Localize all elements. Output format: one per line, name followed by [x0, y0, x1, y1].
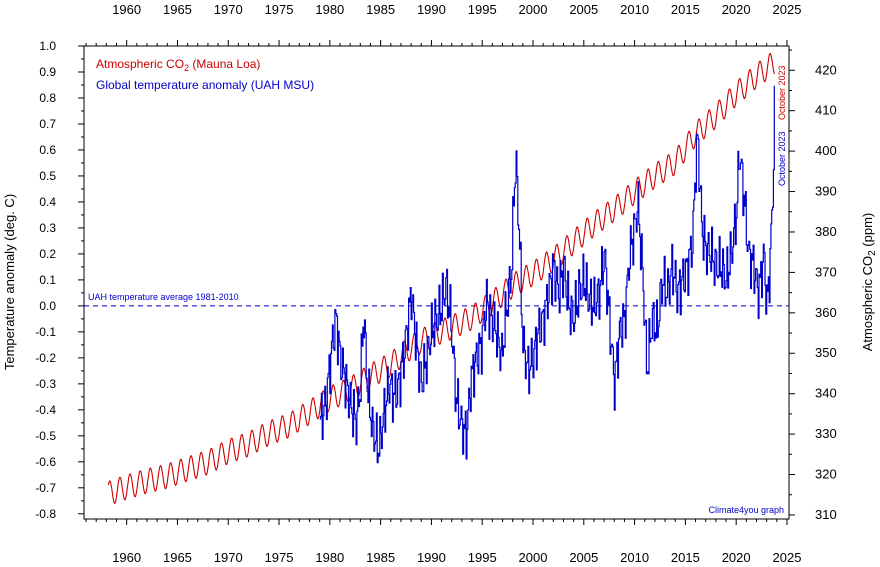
y-left-tick-label: -0.8	[35, 507, 56, 521]
x-tick-label-top: 2020	[722, 2, 751, 17]
legend-co2-text: Atmospheric CO	[96, 57, 184, 71]
y-right-tick-label: 360	[815, 305, 837, 320]
x-axis-bottom: 1960 1965 1970 1975 1980 1985 1990 1995 2000 2005…	[85, 519, 802, 565]
series-line-co2	[107, 53, 776, 505]
y-right-tick-label: 380	[815, 224, 837, 239]
y-left-tick-label: -0.1	[35, 325, 56, 339]
y-axis-right-label-text: Atmospheric CO	[860, 256, 875, 351]
y-left-tick-label: 0.0	[39, 299, 56, 313]
x-tick-label-bottom: 1970	[214, 550, 243, 565]
x-tick-label-bottom: 2005	[569, 550, 598, 565]
x-tick-label-top: 1980	[315, 2, 344, 17]
y-right-tick-label: 410	[815, 103, 837, 118]
x-tick-label-top: 1995	[468, 2, 497, 17]
x-tick-label-bottom: 1975	[265, 550, 294, 565]
x-tick-label-top: 1990	[417, 2, 446, 17]
y-right-tick-label: 330	[815, 426, 837, 441]
y-axis-right: 310 320 330 340 350 360 370 380 390 400 410 420	[789, 49, 837, 522]
y-left-tick-label: 0.1	[39, 273, 56, 287]
y-left-tick-label: 0.4	[39, 195, 56, 209]
x-tick-label-bottom: 2010	[620, 550, 649, 565]
annotation-co2-october-2023: October 2023	[777, 65, 787, 120]
y-left-tick-label: -0.4	[35, 403, 56, 417]
series-layer	[107, 53, 776, 505]
x-tick-label-bottom: 1980	[315, 550, 344, 565]
x-tick-label-top: 2005	[569, 2, 598, 17]
y-axis-right-label-unit: (ppm)	[860, 213, 875, 251]
x-tick-label-top: 2010	[620, 2, 649, 17]
x-tick-label-top: 1985	[366, 2, 395, 17]
y-left-tick-label: -0.2	[35, 351, 56, 365]
y-right-tick-label: 390	[815, 184, 837, 199]
legend-co2-sub: 2	[184, 63, 189, 73]
x-tick-label-bottom: 1985	[366, 550, 395, 565]
y-axis-left-label: Temperature anomaly (deg. C)	[2, 194, 17, 370]
legend-entry-temperature: Global temperature anomaly (UAH MSU)	[96, 78, 314, 92]
x-tick-label-top: 1965	[163, 2, 192, 17]
x-tick-label-bottom: 1995	[468, 550, 497, 565]
y-left-tick-label: 0.2	[39, 247, 56, 261]
y-right-tick-label: 350	[815, 345, 837, 360]
reference-line-label: UAH temperature average 1981-2010	[88, 292, 239, 302]
y-right-tick-label: 310	[815, 507, 837, 522]
x-tick-label-top: 2015	[671, 2, 700, 17]
legend-temperature-text: Global temperature anomaly (UAH MSU)	[96, 78, 314, 92]
series-line-temperature	[319, 85, 775, 464]
annotation-temperature-october-2023: October 2023	[777, 131, 787, 186]
y-left-tick-label: 0.8	[39, 91, 56, 105]
y-axis-right-label: Atmospheric CO2 (ppm)	[860, 213, 878, 352]
y-left-tick-label: 0.6	[39, 143, 56, 157]
x-tick-label-top: 2025	[773, 2, 802, 17]
x-tick-label-bottom: 2015	[671, 550, 700, 565]
x-tick-label-bottom: 2020	[722, 550, 751, 565]
x-tick-label-top: 1970	[214, 2, 243, 17]
y-right-tick-label: 420	[815, 62, 837, 77]
y-right-tick-label: 400	[815, 143, 837, 158]
x-tick-label-bottom: 2000	[519, 550, 548, 565]
y-left-tick-label: -0.6	[35, 455, 56, 469]
x-tick-label-bottom: 1965	[163, 550, 192, 565]
y-left-tick-label: 0.9	[39, 65, 56, 79]
y-right-tick-label: 340	[815, 386, 837, 401]
credit-label: Climate4you graph	[708, 505, 784, 515]
y-left-tick-label: 1.0	[39, 39, 56, 53]
y-left-tick-label: -0.5	[35, 429, 56, 443]
plot-area	[83, 45, 790, 520]
y-right-tick-label: 370	[815, 264, 837, 279]
y-left-tick-label: -0.3	[35, 377, 56, 391]
x-axis-top: 1960 1965 1970 1975 1980 1985 1990 1995 2000 2005…	[85, 2, 802, 46]
legend-co2-suffix: (Mauna Loa)	[189, 57, 260, 71]
y-left-tick-label: 0.3	[39, 221, 56, 235]
y-axis-left: 1.0 0.9 0.8 0.7 0.6 0.5 0.4 0.3 0.2 0.1 0.0 -0.1 -0.…	[35, 39, 84, 521]
x-tick-label-top: 1975	[265, 2, 294, 17]
y-left-tick-label: 0.5	[39, 169, 56, 183]
y-axis-right-label-sub: 2	[867, 250, 878, 256]
y-left-tick-label: -0.7	[35, 481, 56, 495]
y-right-tick-label: 320	[815, 467, 837, 482]
x-tick-label-top: 2000	[519, 2, 548, 17]
legend-entry-co2: Atmospheric CO2 (Mauna Loa)	[96, 57, 260, 73]
y-left-tick-label: 0.7	[39, 117, 56, 131]
x-tick-label-bottom: 2025	[773, 550, 802, 565]
x-tick-label-bottom: 1990	[417, 550, 446, 565]
x-tick-label-bottom: 1960	[112, 550, 141, 565]
legend: Atmospheric CO2 (Mauna Loa) Global tempe…	[96, 57, 314, 92]
x-tick-label-top: 1960	[112, 2, 141, 17]
